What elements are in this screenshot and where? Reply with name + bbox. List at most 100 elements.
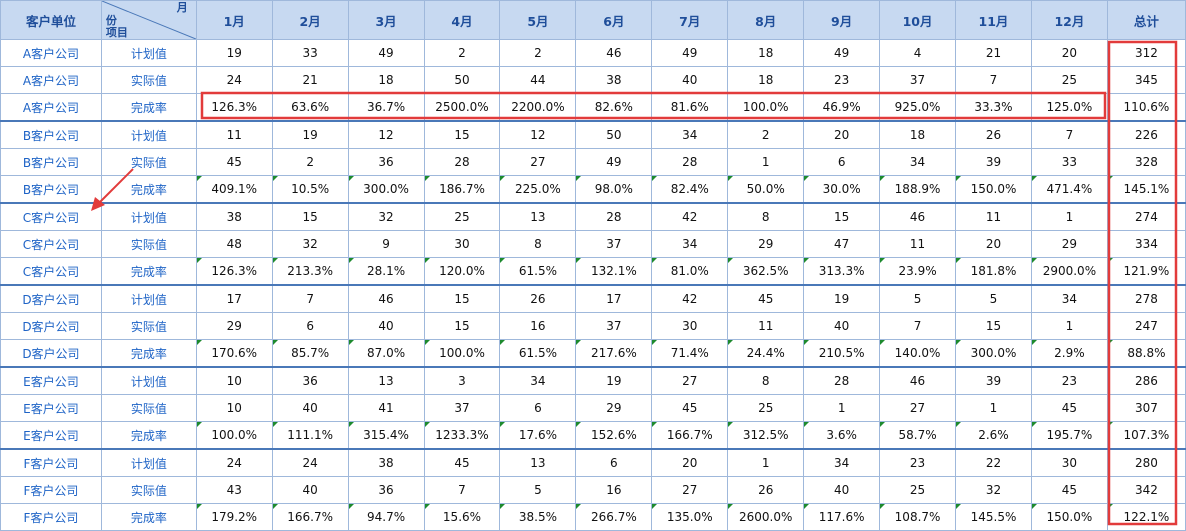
value-cell[interactable]: 34 bbox=[803, 448, 881, 477]
value-cell[interactable]: 23 bbox=[803, 66, 881, 94]
header-month-4[interactable]: 4月 bbox=[423, 0, 501, 40]
value-cell[interactable]: 81.6% bbox=[651, 93, 729, 122]
value-cell[interactable]: 61.5% bbox=[499, 257, 577, 286]
company-cell[interactable]: D客户公司 bbox=[0, 312, 102, 340]
company-cell[interactable]: E客户公司 bbox=[0, 421, 102, 450]
value-cell[interactable]: 7 bbox=[271, 284, 349, 313]
value-cell[interactable]: 38 bbox=[347, 448, 425, 477]
value-cell[interactable]: 21 bbox=[955, 39, 1032, 67]
value-cell[interactable]: 34 bbox=[651, 120, 729, 149]
total-cell[interactable]: 274 bbox=[1106, 202, 1186, 231]
value-cell[interactable]: 213.3% bbox=[271, 257, 349, 286]
value-cell[interactable]: 5 bbox=[955, 284, 1032, 313]
value-cell[interactable]: 13 bbox=[347, 366, 425, 395]
value-cell[interactable]: 29 bbox=[575, 394, 653, 422]
value-cell[interactable]: 29 bbox=[727, 230, 805, 258]
value-cell[interactable]: 45 bbox=[651, 394, 729, 422]
value-cell[interactable]: 312.5% bbox=[727, 421, 805, 450]
value-cell[interactable]: 32 bbox=[955, 476, 1032, 504]
value-cell[interactable]: 30 bbox=[1030, 448, 1108, 477]
value-cell[interactable]: 11 bbox=[879, 230, 957, 258]
value-cell[interactable]: 29 bbox=[1030, 230, 1108, 258]
value-cell[interactable]: 15 bbox=[423, 120, 501, 149]
company-cell[interactable]: F客户公司 bbox=[0, 448, 102, 477]
value-cell[interactable]: 46 bbox=[879, 202, 957, 231]
item-cell[interactable]: 实际值 bbox=[100, 312, 197, 340]
value-cell[interactable]: 1 bbox=[727, 148, 805, 176]
item-cell[interactable]: 完成率 bbox=[100, 175, 197, 204]
value-cell[interactable]: 16 bbox=[499, 312, 577, 340]
value-cell[interactable]: 36.7% bbox=[347, 93, 425, 122]
value-cell[interactable]: 13 bbox=[499, 202, 577, 231]
header-month-12[interactable]: 12月 bbox=[1030, 0, 1108, 40]
value-cell[interactable]: 9 bbox=[347, 230, 425, 258]
value-cell[interactable]: 108.7% bbox=[879, 503, 957, 531]
value-cell[interactable]: 2.6% bbox=[955, 421, 1032, 450]
value-cell[interactable]: 98.0% bbox=[575, 175, 653, 204]
value-cell[interactable]: 188.9% bbox=[879, 175, 957, 204]
header-month-2[interactable]: 2月 bbox=[271, 0, 349, 40]
total-cell[interactable]: 247 bbox=[1106, 312, 1186, 340]
value-cell[interactable]: 126.3% bbox=[195, 257, 273, 286]
company-cell[interactable]: C客户公司 bbox=[0, 230, 102, 258]
total-cell[interactable]: 342 bbox=[1106, 476, 1186, 504]
value-cell[interactable]: 210.5% bbox=[803, 339, 881, 368]
value-cell[interactable]: 5 bbox=[879, 284, 957, 313]
value-cell[interactable]: 7 bbox=[1030, 120, 1108, 149]
value-cell[interactable]: 6 bbox=[575, 448, 653, 477]
value-cell[interactable]: 41 bbox=[347, 394, 425, 422]
value-cell[interactable]: 49 bbox=[575, 148, 653, 176]
header-month-1[interactable]: 1月 bbox=[195, 0, 273, 40]
header-month-7[interactable]: 7月 bbox=[651, 0, 729, 40]
total-cell[interactable]: 312 bbox=[1106, 39, 1186, 67]
header-month-9[interactable]: 9月 bbox=[803, 0, 881, 40]
value-cell[interactable]: 132.1% bbox=[575, 257, 653, 286]
value-cell[interactable]: 27 bbox=[651, 366, 729, 395]
value-cell[interactable]: 120.0% bbox=[423, 257, 501, 286]
total-cell[interactable]: 280 bbox=[1106, 448, 1186, 477]
value-cell[interactable]: 25 bbox=[423, 202, 501, 231]
value-cell[interactable]: 44 bbox=[499, 66, 577, 94]
value-cell[interactable]: 49 bbox=[803, 39, 881, 67]
value-cell[interactable]: 47 bbox=[803, 230, 881, 258]
value-cell[interactable]: 61.5% bbox=[499, 339, 577, 368]
value-cell[interactable]: 39 bbox=[955, 148, 1032, 176]
value-cell[interactable]: 11 bbox=[955, 202, 1032, 231]
value-cell[interactable]: 4 bbox=[879, 39, 957, 67]
value-cell[interactable]: 17 bbox=[195, 284, 273, 313]
value-cell[interactable]: 15 bbox=[423, 312, 501, 340]
value-cell[interactable]: 3.6% bbox=[803, 421, 881, 450]
value-cell[interactable]: 18 bbox=[347, 66, 425, 94]
item-cell[interactable]: 实际值 bbox=[100, 476, 197, 504]
value-cell[interactable]: 46.9% bbox=[803, 93, 881, 122]
value-cell[interactable]: 36 bbox=[347, 148, 425, 176]
company-cell[interactable]: B客户公司 bbox=[0, 175, 102, 204]
total-cell[interactable]: 121.9% bbox=[1106, 257, 1186, 286]
company-cell[interactable]: A客户公司 bbox=[0, 66, 102, 94]
value-cell[interactable]: 82.4% bbox=[651, 175, 729, 204]
header-month-5[interactable]: 5月 bbox=[499, 0, 577, 40]
value-cell[interactable]: 135.0% bbox=[651, 503, 729, 531]
value-cell[interactable]: 23 bbox=[879, 448, 957, 477]
value-cell[interactable]: 40 bbox=[271, 394, 349, 422]
company-cell[interactable]: F客户公司 bbox=[0, 476, 102, 504]
total-cell[interactable]: 122.1% bbox=[1106, 503, 1186, 531]
value-cell[interactable]: 19 bbox=[575, 366, 653, 395]
value-cell[interactable]: 19 bbox=[803, 284, 881, 313]
value-cell[interactable]: 2900.0% bbox=[1030, 257, 1108, 286]
value-cell[interactable]: 50 bbox=[575, 120, 653, 149]
value-cell[interactable]: 85.7% bbox=[271, 339, 349, 368]
value-cell[interactable]: 145.5% bbox=[955, 503, 1032, 531]
item-cell[interactable]: 计划值 bbox=[100, 120, 197, 149]
value-cell[interactable]: 87.0% bbox=[347, 339, 425, 368]
value-cell[interactable]: 125.0% bbox=[1030, 93, 1108, 122]
value-cell[interactable]: 10 bbox=[195, 366, 273, 395]
item-cell[interactable]: 完成率 bbox=[100, 503, 197, 531]
value-cell[interactable]: 45 bbox=[1030, 476, 1108, 504]
header-month-3[interactable]: 3月 bbox=[347, 0, 425, 40]
item-cell[interactable]: 完成率 bbox=[100, 339, 197, 368]
value-cell[interactable]: 46 bbox=[347, 284, 425, 313]
header-company[interactable]: 客户单位 bbox=[0, 0, 102, 40]
value-cell[interactable]: 2600.0% bbox=[727, 503, 805, 531]
value-cell[interactable]: 1 bbox=[803, 394, 881, 422]
